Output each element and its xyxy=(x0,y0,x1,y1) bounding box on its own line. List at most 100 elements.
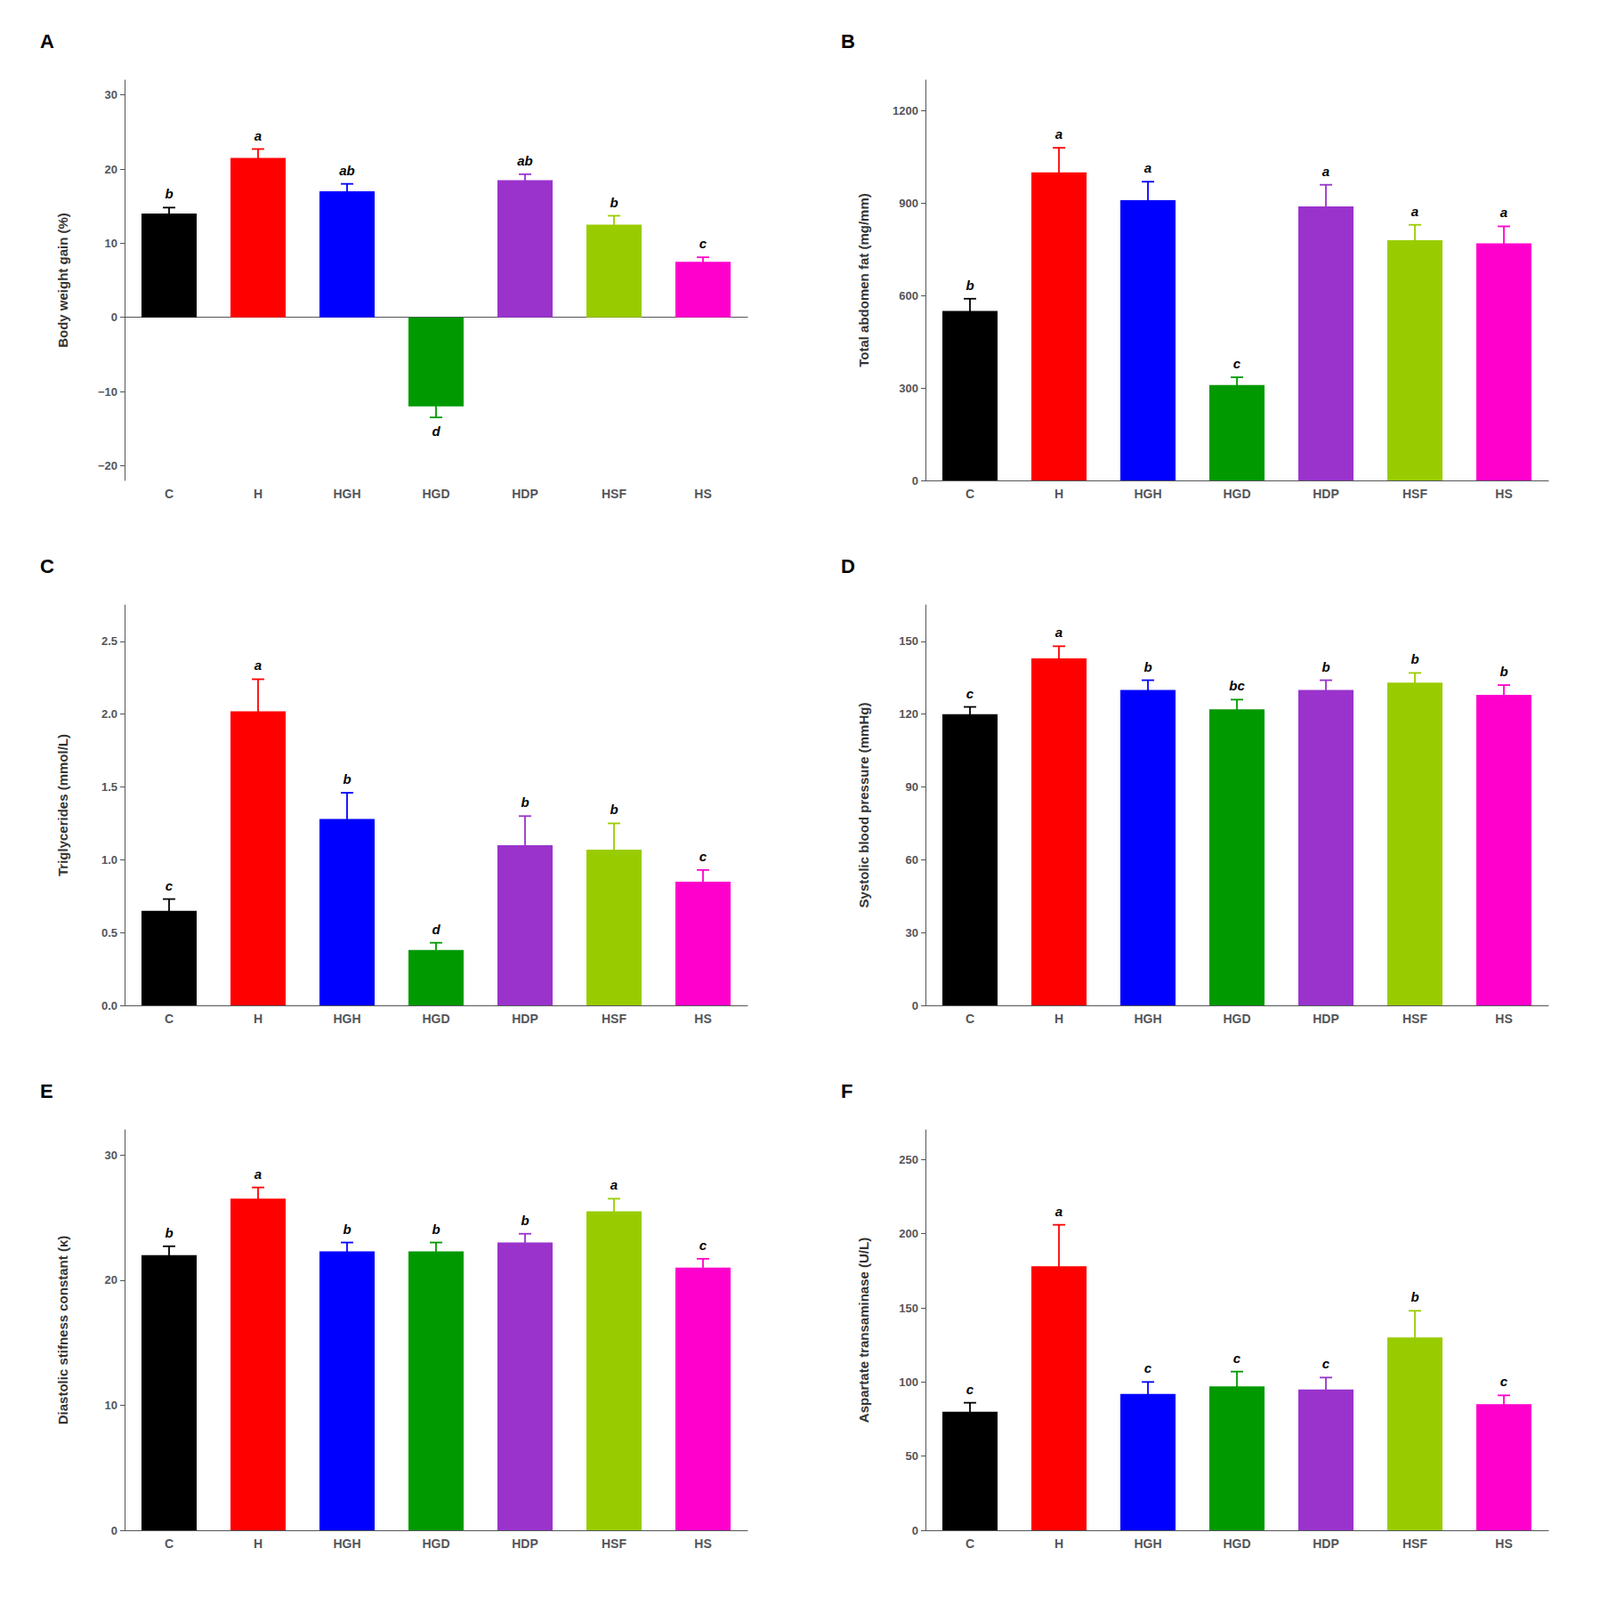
svg-text:0: 0 xyxy=(912,1524,919,1538)
svg-text:H: H xyxy=(1054,486,1064,502)
svg-text:D: D xyxy=(840,555,856,578)
svg-text:b: b xyxy=(342,771,351,787)
svg-text:b: b xyxy=(520,1212,529,1229)
svg-text:30: 30 xyxy=(905,926,919,940)
svg-text:c: c xyxy=(699,848,708,865)
svg-text:HSF: HSF xyxy=(1402,1536,1428,1552)
svg-text:1.5: 1.5 xyxy=(101,780,118,794)
svg-text:HS: HS xyxy=(694,486,712,502)
svg-text:c: c xyxy=(966,1381,975,1398)
svg-text:HGD: HGD xyxy=(421,1011,450,1027)
svg-text:0: 0 xyxy=(912,999,919,1013)
svg-text:a: a xyxy=(1500,204,1508,220)
svg-text:H: H xyxy=(1054,1536,1064,1552)
svg-text:150: 150 xyxy=(898,1301,919,1316)
svg-text:c: c xyxy=(1322,1356,1331,1372)
svg-text:a: a xyxy=(254,128,262,144)
svg-text:0: 0 xyxy=(111,1524,118,1538)
svg-text:b: b xyxy=(1321,659,1330,675)
svg-text:a: a xyxy=(1144,160,1152,176)
svg-text:HGD: HGD xyxy=(1222,1536,1251,1552)
svg-text:HGD: HGD xyxy=(421,1536,450,1552)
svg-text:2.0: 2.0 xyxy=(101,707,118,721)
svg-text:c: c xyxy=(699,1237,708,1253)
svg-text:A: A xyxy=(40,30,55,53)
svg-text:C: C xyxy=(965,1536,975,1552)
svg-text:c: c xyxy=(1233,355,1242,372)
svg-text:Triglycerides (mmol/L): Triglycerides (mmol/L) xyxy=(55,734,71,877)
svg-text:0.0: 0.0 xyxy=(101,999,118,1013)
svg-text:bc: bc xyxy=(1228,678,1245,694)
svg-text:300: 300 xyxy=(898,381,919,396)
svg-text:30: 30 xyxy=(105,1148,118,1163)
svg-text:b: b xyxy=(609,801,618,817)
svg-text:a: a xyxy=(1411,203,1419,219)
svg-text:HGH: HGH xyxy=(1133,1011,1162,1027)
svg-text:HGD: HGD xyxy=(421,486,450,502)
svg-text:b: b xyxy=(1499,663,1508,679)
svg-text:d: d xyxy=(431,921,441,938)
svg-text:b: b xyxy=(965,277,974,293)
svg-text:HSF: HSF xyxy=(1402,1011,1428,1027)
svg-text:10: 10 xyxy=(105,236,118,251)
svg-text:50: 50 xyxy=(905,1449,919,1463)
svg-text:HDP: HDP xyxy=(1312,1011,1340,1027)
svg-text:HDP: HDP xyxy=(511,1011,539,1027)
svg-text:900: 900 xyxy=(898,196,919,211)
svg-text:Diastolic stifness constant (κ: Diastolic stifness constant (κ) xyxy=(55,1236,71,1426)
svg-text:0.5: 0.5 xyxy=(101,926,118,940)
svg-text:HGH: HGH xyxy=(332,1011,361,1027)
svg-text:b: b xyxy=(609,194,618,211)
svg-text:H: H xyxy=(253,1536,263,1552)
svg-text:HSF: HSF xyxy=(1402,486,1428,502)
svg-text:b: b xyxy=(342,1221,351,1237)
svg-text:HS: HS xyxy=(694,1536,712,1552)
svg-text:B: B xyxy=(840,30,856,53)
svg-text:HGD: HGD xyxy=(1222,1011,1251,1027)
svg-text:b: b xyxy=(520,794,529,810)
svg-text:HGH: HGH xyxy=(1133,1536,1162,1552)
svg-text:b: b xyxy=(431,1221,440,1237)
svg-text:HGH: HGH xyxy=(1133,486,1162,502)
svg-text:a: a xyxy=(1055,126,1063,142)
svg-text:2.5: 2.5 xyxy=(101,634,118,648)
svg-text:600: 600 xyxy=(898,289,919,303)
svg-text:c: c xyxy=(966,686,975,702)
svg-text:a: a xyxy=(1322,163,1330,179)
svg-text:HS: HS xyxy=(1494,486,1512,502)
svg-text:F: F xyxy=(840,1080,853,1103)
svg-text:ab: ab xyxy=(517,153,534,169)
svg-text:a: a xyxy=(1055,624,1063,640)
svg-text:HS: HS xyxy=(694,1011,712,1027)
svg-text:0: 0 xyxy=(912,474,919,488)
svg-text:a: a xyxy=(610,1177,618,1193)
svg-text:1200: 1200 xyxy=(892,104,919,118)
svg-text:HDP: HDP xyxy=(1312,1536,1340,1552)
svg-text:150: 150 xyxy=(898,634,919,648)
svg-text:10: 10 xyxy=(105,1398,118,1413)
svg-text:C: C xyxy=(164,1536,174,1552)
svg-text:C: C xyxy=(164,1011,174,1027)
svg-text:HGH: HGH xyxy=(332,486,361,502)
svg-text:0: 0 xyxy=(111,310,118,324)
svg-text:Aspartate transaminase (U/L): Aspartate transaminase (U/L) xyxy=(856,1237,872,1423)
svg-text:c: c xyxy=(699,235,708,251)
svg-text:a: a xyxy=(254,657,262,673)
svg-text:b: b xyxy=(164,185,173,202)
svg-text:HSF: HSF xyxy=(601,1536,627,1552)
svg-text:b: b xyxy=(164,1225,173,1241)
svg-text:E: E xyxy=(40,1080,54,1103)
svg-text:HGH: HGH xyxy=(332,1536,361,1552)
svg-text:b: b xyxy=(1410,651,1419,667)
svg-text:Body weight gain (%): Body weight gain (%) xyxy=(55,212,71,348)
svg-text:b: b xyxy=(1410,1289,1419,1305)
svg-text:−10: −10 xyxy=(97,385,118,399)
svg-text:100: 100 xyxy=(898,1375,919,1390)
svg-text:200: 200 xyxy=(898,1227,919,1241)
svg-text:C: C xyxy=(965,486,975,502)
svg-text:c: c xyxy=(1233,1350,1242,1366)
svg-text:−20: −20 xyxy=(97,459,118,473)
svg-text:c: c xyxy=(1144,1360,1153,1376)
svg-text:HS: HS xyxy=(1494,1536,1512,1552)
svg-text:1.0: 1.0 xyxy=(101,853,118,867)
